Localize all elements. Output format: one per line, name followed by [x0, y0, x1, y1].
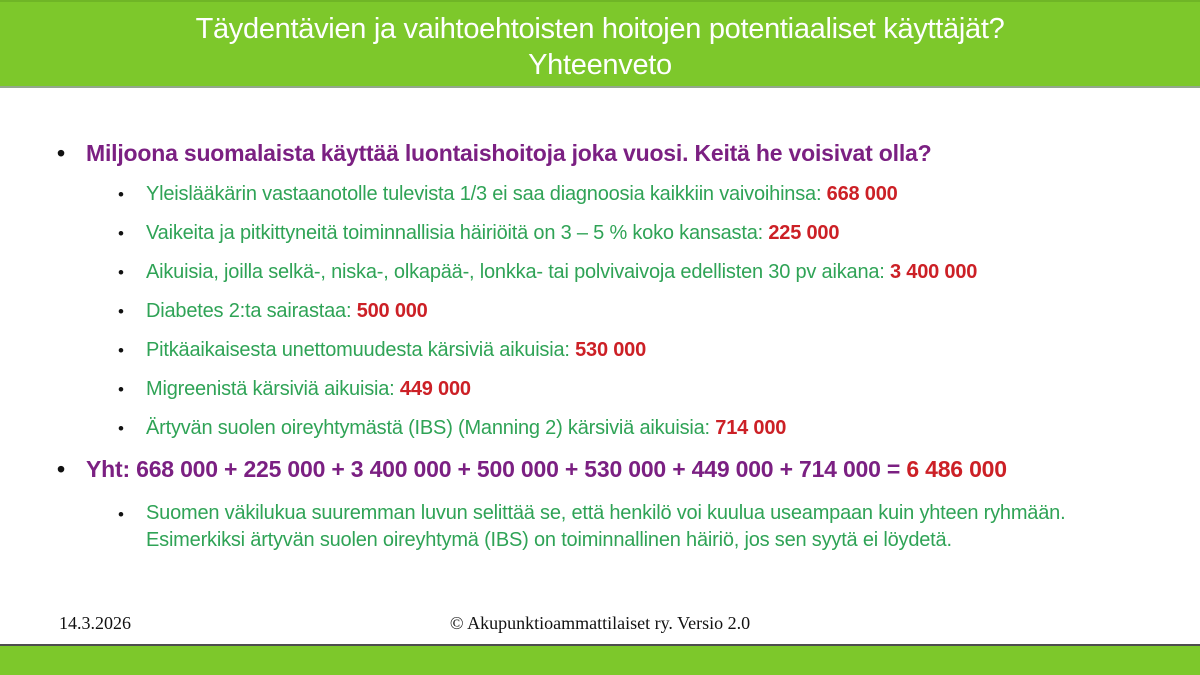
sub-bullet-text: Vaikeita ja pitkittyneitä toiminnallisia… [146, 222, 769, 244]
list-item: • Suomen väkilukua suuremman luvun selit… [118, 500, 1160, 554]
list-item: • Diabetes 2:ta sairastaa: 500 000 [118, 300, 1160, 323]
sub-bullet-value: 714 000 [715, 417, 787, 439]
bullet-dot-icon: • [118, 224, 124, 243]
sub-bullet-content: Vaikeita ja pitkittyneitä toiminnallisia… [146, 222, 839, 244]
list-item: • Aikuisia, joilla selkä-, niska-, olkap… [118, 261, 1160, 284]
list-item: • Pitkäaikaisesta unettomuudesta kärsivi… [118, 339, 1160, 362]
note-text: Suomen väkilukua suuremman luvun selittä… [146, 502, 1066, 551]
note-list: • Suomen väkilukua suuremman luvun selit… [118, 500, 1160, 554]
bottom-green-bar [0, 644, 1200, 675]
list-item: • Ärtyvän suolen oireyhtymästä (IBS) (Ma… [118, 417, 1160, 440]
list-item: • Vaikeita ja pitkittyneitä toiminnallis… [118, 222, 1160, 245]
sub-bullet-value: 225 000 [768, 222, 840, 244]
bullet-dot-icon: • [118, 185, 124, 204]
sub-bullet-content: Ärtyvän suolen oireyhtymästä (IBS) (Mann… [146, 417, 786, 439]
slide-title-line1: Täydentävien ja vaihtoehtoisten hoitojen… [195, 13, 1005, 45]
sub-bullet-value: 449 000 [399, 378, 471, 400]
bullet-dot-icon: • [118, 263, 124, 282]
footer-date: 14.3.2026 [59, 613, 131, 633]
sub-bullet-value: 668 000 [826, 183, 898, 205]
sub-bullet-content: Pitkäaikaisesta unettomuudesta kärsiviä … [146, 339, 646, 361]
sub-bullet-content: Yleislääkärin vastaanotolle tulevista 1/… [146, 183, 898, 205]
sub-bullet-value: 530 000 [575, 339, 647, 361]
total-content: Yht: 668 000 + 225 000 + 3 400 000 + 500… [86, 456, 1007, 482]
bullet-dot-icon: • [118, 380, 124, 399]
sub-bullet-text: Diabetes 2:ta sairastaa: [146, 300, 357, 322]
bullet-dot-icon: • [57, 456, 65, 482]
list-item: • Migreenistä kärsiviä aikuisia: 449 000 [118, 378, 1160, 401]
footer-copyright: © Akupunktioammattilaiset ry. Versio 2.0 [449, 613, 751, 633]
sub-bullet-text: Ärtyvän suolen oireyhtymästä (IBS) (Mann… [146, 417, 716, 439]
sub-bullet-content: Diabetes 2:ta sairastaa: 500 000 [146, 300, 428, 322]
total-value: 6 486 000 [906, 456, 1007, 482]
main-bullet-text: Miljoona suomalaista käyttää luontaishoi… [86, 140, 932, 166]
main-bullet: • Miljoona suomalaista käyttää luontaish… [57, 140, 1160, 166]
bullet-dot-icon: • [118, 505, 124, 524]
sub-bullet-text: Migreenistä kärsiviä aikuisia: [146, 378, 400, 400]
list-item: • Yleislääkärin vastaanotolle tulevista … [118, 183, 1160, 206]
sub-bullet-value: 500 000 [356, 300, 428, 322]
total-sum-text: Yht: 668 000 + 225 000 + 3 400 000 + 500… [86, 456, 907, 482]
total-bullet: • Yht: 668 000 + 225 000 + 3 400 000 + 5… [57, 456, 1160, 482]
slide-title-banner: Täydentävien ja vaihtoehtoisten hoitojen… [0, 0, 1200, 88]
sub-bullet-text: Aikuisia, joilla selkä-, niska-, olkapää… [146, 261, 891, 283]
bullet-dot-icon: • [118, 302, 124, 321]
sub-bullet-list: • Yleislääkärin vastaanotolle tulevista … [118, 183, 1160, 440]
slide-body: • Miljoona suomalaista käyttää luontaish… [0, 88, 1200, 554]
bullet-dot-icon: • [57, 140, 65, 166]
sub-bullet-content: Aikuisia, joilla selkä-, niska-, olkapää… [146, 261, 977, 283]
sub-bullet-content: Migreenistä kärsiviä aikuisia: 449 000 [146, 378, 471, 400]
bullet-dot-icon: • [118, 341, 124, 360]
sub-bullet-text: Yleislääkärin vastaanotolle tulevista 1/… [146, 183, 827, 205]
slide-title-line2: Yhteenveto [528, 49, 672, 81]
bullet-dot-icon: • [118, 419, 124, 438]
sub-bullet-text: Pitkäaikaisesta unettomuudesta kärsiviä … [146, 339, 576, 361]
slide-footer: 14.3.2026 © Akupunktioammattilaiset ry. … [0, 613, 1200, 637]
sub-bullet-value: 3 400 000 [890, 261, 978, 283]
